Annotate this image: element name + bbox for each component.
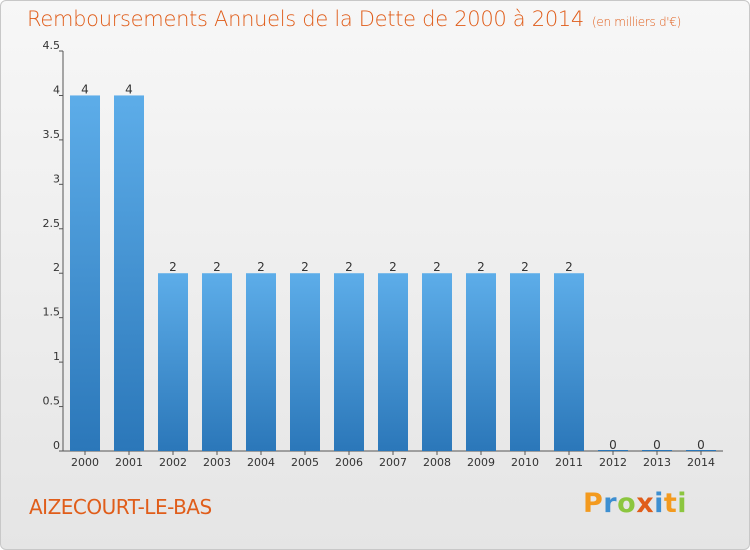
- logo-letter: r: [603, 488, 618, 519]
- data-label: 0: [653, 438, 661, 452]
- logo-letter: t: [663, 488, 678, 519]
- data-label: 2: [477, 260, 485, 274]
- data-label: 0: [697, 438, 705, 452]
- bars: [70, 95, 716, 451]
- y-tick-label: 3.5: [43, 128, 61, 141]
- x-tick-label: 2003: [203, 456, 231, 469]
- x-tick-label: 2012: [599, 456, 627, 469]
- commune-name: AIZECOURT-LE-BAS: [29, 495, 212, 519]
- x-tick-label: 2011: [555, 456, 583, 469]
- data-label: 2: [565, 260, 573, 274]
- bar: [422, 273, 452, 451]
- y-tick-label: 4: [53, 83, 60, 96]
- y-tick-label: 2.5: [43, 217, 61, 230]
- bar: [466, 273, 496, 451]
- data-label: 0: [609, 438, 617, 452]
- proxiti-logo: Proxiti: [583, 488, 687, 519]
- logo-letter: i: [677, 488, 688, 519]
- data-label: 4: [81, 82, 89, 96]
- data-label: 2: [257, 260, 265, 274]
- y-tick-label: 1.5: [43, 306, 61, 319]
- data-label: 2: [213, 260, 221, 274]
- bar: [202, 273, 232, 451]
- logo-letter: x: [636, 488, 655, 519]
- y-tick-label: 3: [53, 172, 60, 185]
- bar: [290, 273, 320, 451]
- x-tick-label: 2006: [335, 456, 363, 469]
- data-label: 2: [301, 260, 309, 274]
- bar: [114, 95, 144, 451]
- y-tick-label: 0.5: [43, 395, 61, 408]
- x-tick-label: 2010: [511, 456, 539, 469]
- bar: [246, 273, 276, 451]
- x-tick-label: 2007: [379, 456, 407, 469]
- y-tick-label: 4.5: [43, 39, 61, 52]
- y-tick-label: 0: [53, 439, 60, 452]
- x-tick-label: 2009: [467, 456, 495, 469]
- logo-letter: i: [654, 488, 664, 519]
- y-tick-label: 2: [53, 261, 60, 274]
- x-tick-label: 2002: [159, 456, 187, 469]
- data-label: 2: [389, 260, 397, 274]
- bar: [158, 273, 188, 451]
- logo-letter: P: [583, 488, 604, 519]
- bar: [334, 273, 364, 451]
- x-tick-label: 2013: [643, 456, 671, 469]
- data-label: 2: [433, 260, 441, 274]
- x-tick-label: 2008: [423, 456, 451, 469]
- chart-subtitle: (en milliers d'€): [592, 15, 682, 29]
- x-tick-label: 2014: [687, 456, 715, 469]
- bar: [554, 273, 584, 451]
- bar: [70, 95, 100, 451]
- chart-title: Remboursements Annuels de la Dette de 20…: [27, 7, 682, 31]
- data-label: 2: [521, 260, 529, 274]
- y-tick-label: 1: [53, 350, 60, 363]
- data-label: 2: [169, 260, 177, 274]
- data-label: 2: [345, 260, 353, 274]
- x-tick-label: 2001: [115, 456, 143, 469]
- x-tick-label: 2005: [291, 456, 319, 469]
- data-label: 4: [125, 82, 133, 96]
- x-tick-label: 2004: [247, 456, 275, 469]
- logo-letter: o: [617, 488, 637, 519]
- bar: [510, 273, 540, 451]
- data-labels: 4 4 2 2 2 2 2 2 2 2 2 2 0 0 0: [81, 82, 705, 452]
- x-tick-label: 2000: [71, 456, 99, 469]
- bar: [378, 273, 408, 451]
